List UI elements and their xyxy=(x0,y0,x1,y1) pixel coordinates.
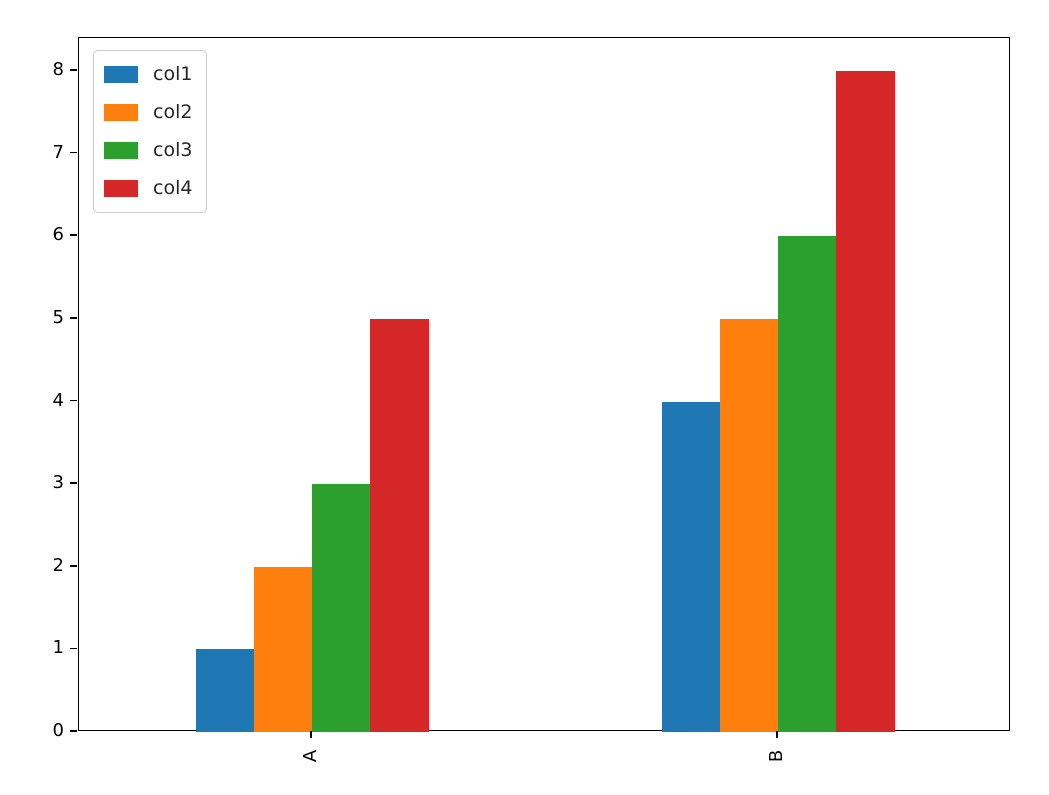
y-axis-tick-label: 7 xyxy=(52,141,64,163)
bar-col1-B xyxy=(661,401,720,732)
y-axis-tick-mark xyxy=(70,647,77,650)
legend-label: col2 xyxy=(153,101,193,123)
y-axis-tick-mark xyxy=(70,151,77,154)
legend-item-col3: col3 xyxy=(104,136,192,165)
y-axis-tick-mark xyxy=(70,317,77,319)
legend-label: col3 xyxy=(153,139,193,161)
x-axis-tick-mark xyxy=(776,731,778,738)
legend-swatch-icon xyxy=(104,104,138,121)
x-axis-tick-label: B xyxy=(766,749,787,763)
x-axis-tick-mark xyxy=(310,731,312,738)
y-axis-tick-label: 5 xyxy=(52,306,64,328)
y-axis-tick-mark xyxy=(70,69,77,71)
plot-area: col1 col2 col3 col4 xyxy=(78,37,1010,732)
bar-col3-A xyxy=(312,484,371,732)
legend-label: col1 xyxy=(153,63,193,85)
legend-swatch-icon xyxy=(104,142,138,159)
y-axis-tick-label: 2 xyxy=(52,554,64,576)
x-axis-tick-label: A xyxy=(300,749,321,763)
chart-legend: col1 col2 col3 col4 xyxy=(93,50,208,213)
y-axis-tick-label: 3 xyxy=(52,472,64,494)
bar-col3-B xyxy=(778,236,837,732)
y-axis-tick-label: 8 xyxy=(52,59,64,81)
y-axis-tick-mark xyxy=(70,564,77,567)
legend-item-col4: col4 xyxy=(104,174,192,203)
legend-swatch-icon xyxy=(104,66,138,83)
legend-item-col1: col1 xyxy=(104,60,192,89)
y-axis-tick-label: 6 xyxy=(52,224,64,246)
y-axis-tick-mark xyxy=(70,399,77,402)
bar-col4-A xyxy=(370,318,429,732)
bar-col4-B xyxy=(836,71,895,732)
legend-swatch-icon xyxy=(104,180,138,197)
y-axis-tick-label: 0 xyxy=(52,720,64,741)
y-axis-tick-mark xyxy=(70,234,77,237)
legend-item-col2: col2 xyxy=(104,98,192,127)
y-axis-tick-mark xyxy=(70,730,77,732)
y-axis-tick-mark xyxy=(70,482,77,484)
bar-col2-B xyxy=(719,318,778,732)
y-axis-tick-label: 1 xyxy=(52,637,64,659)
y-axis-tick-label: 4 xyxy=(52,389,64,411)
bar-col1-A xyxy=(195,649,254,732)
legend-label: col4 xyxy=(153,177,193,199)
bar-col2-A xyxy=(253,566,312,732)
